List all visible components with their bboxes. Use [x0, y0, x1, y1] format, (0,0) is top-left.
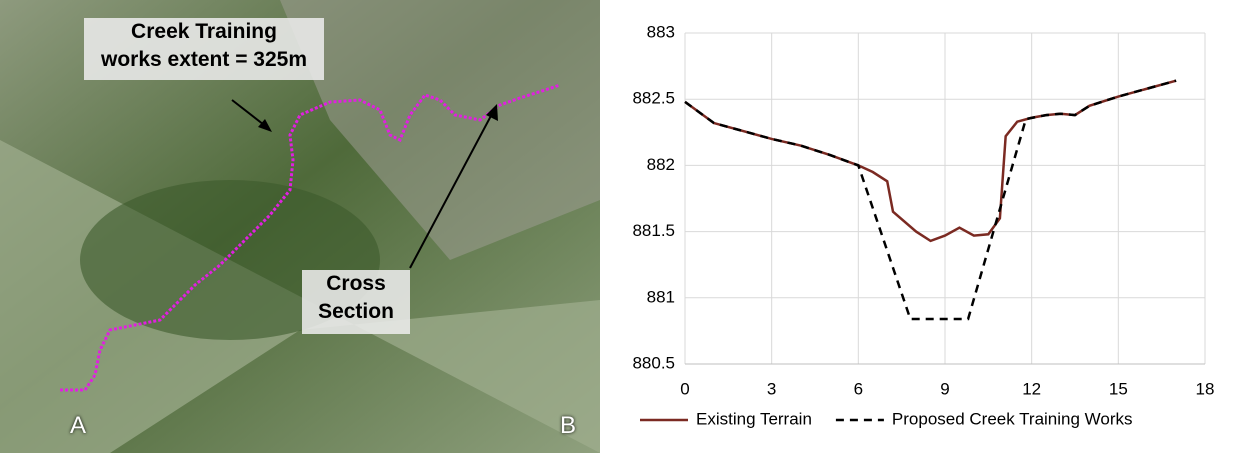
chart: 880.5 881 881.5 882 882.5 883 0 3 6 9 12 15 18 Existi… [600, 0, 1233, 453]
legend-label: Existing Terrain [696, 409, 812, 428]
section-annotation: Cross Section [302, 270, 410, 334]
x-tick-label: 15 [1109, 379, 1128, 398]
x-tick-label: 9 [940, 379, 949, 398]
x-tick-label: 6 [854, 379, 863, 398]
annotation-line: Section [302, 298, 410, 326]
extent-annotation: Creek Training works extent = 325m [84, 18, 324, 80]
x-tick-label: 0 [680, 379, 689, 398]
annotation-line: Creek Training [84, 18, 324, 46]
point-label: B [560, 412, 576, 440]
y-tick-label: 882 [647, 155, 675, 174]
y-tick-label: 881 [647, 287, 675, 306]
y-tick-label: 880.5 [632, 353, 675, 372]
y-tick-label: 882.5 [632, 89, 675, 108]
legend-label: Proposed Creek Training Works [892, 409, 1133, 428]
annotation-line: works extent = 325m [84, 46, 324, 74]
annotation-line: Cross [302, 270, 410, 298]
y-tick-label: 881.5 [632, 221, 675, 240]
series-line [685, 81, 1176, 241]
x-tick-label: 12 [1022, 379, 1041, 398]
aerial-map: Creek Training works extent = 325m Cross… [0, 0, 600, 453]
point-label: A [70, 412, 86, 440]
page: Creek Training works extent = 325m Cross… [0, 0, 1233, 453]
x-tick-label: 18 [1196, 379, 1215, 398]
y-tick-label: 883 [647, 22, 675, 41]
x-tick-label: 3 [767, 379, 776, 398]
series-line [685, 81, 1176, 319]
